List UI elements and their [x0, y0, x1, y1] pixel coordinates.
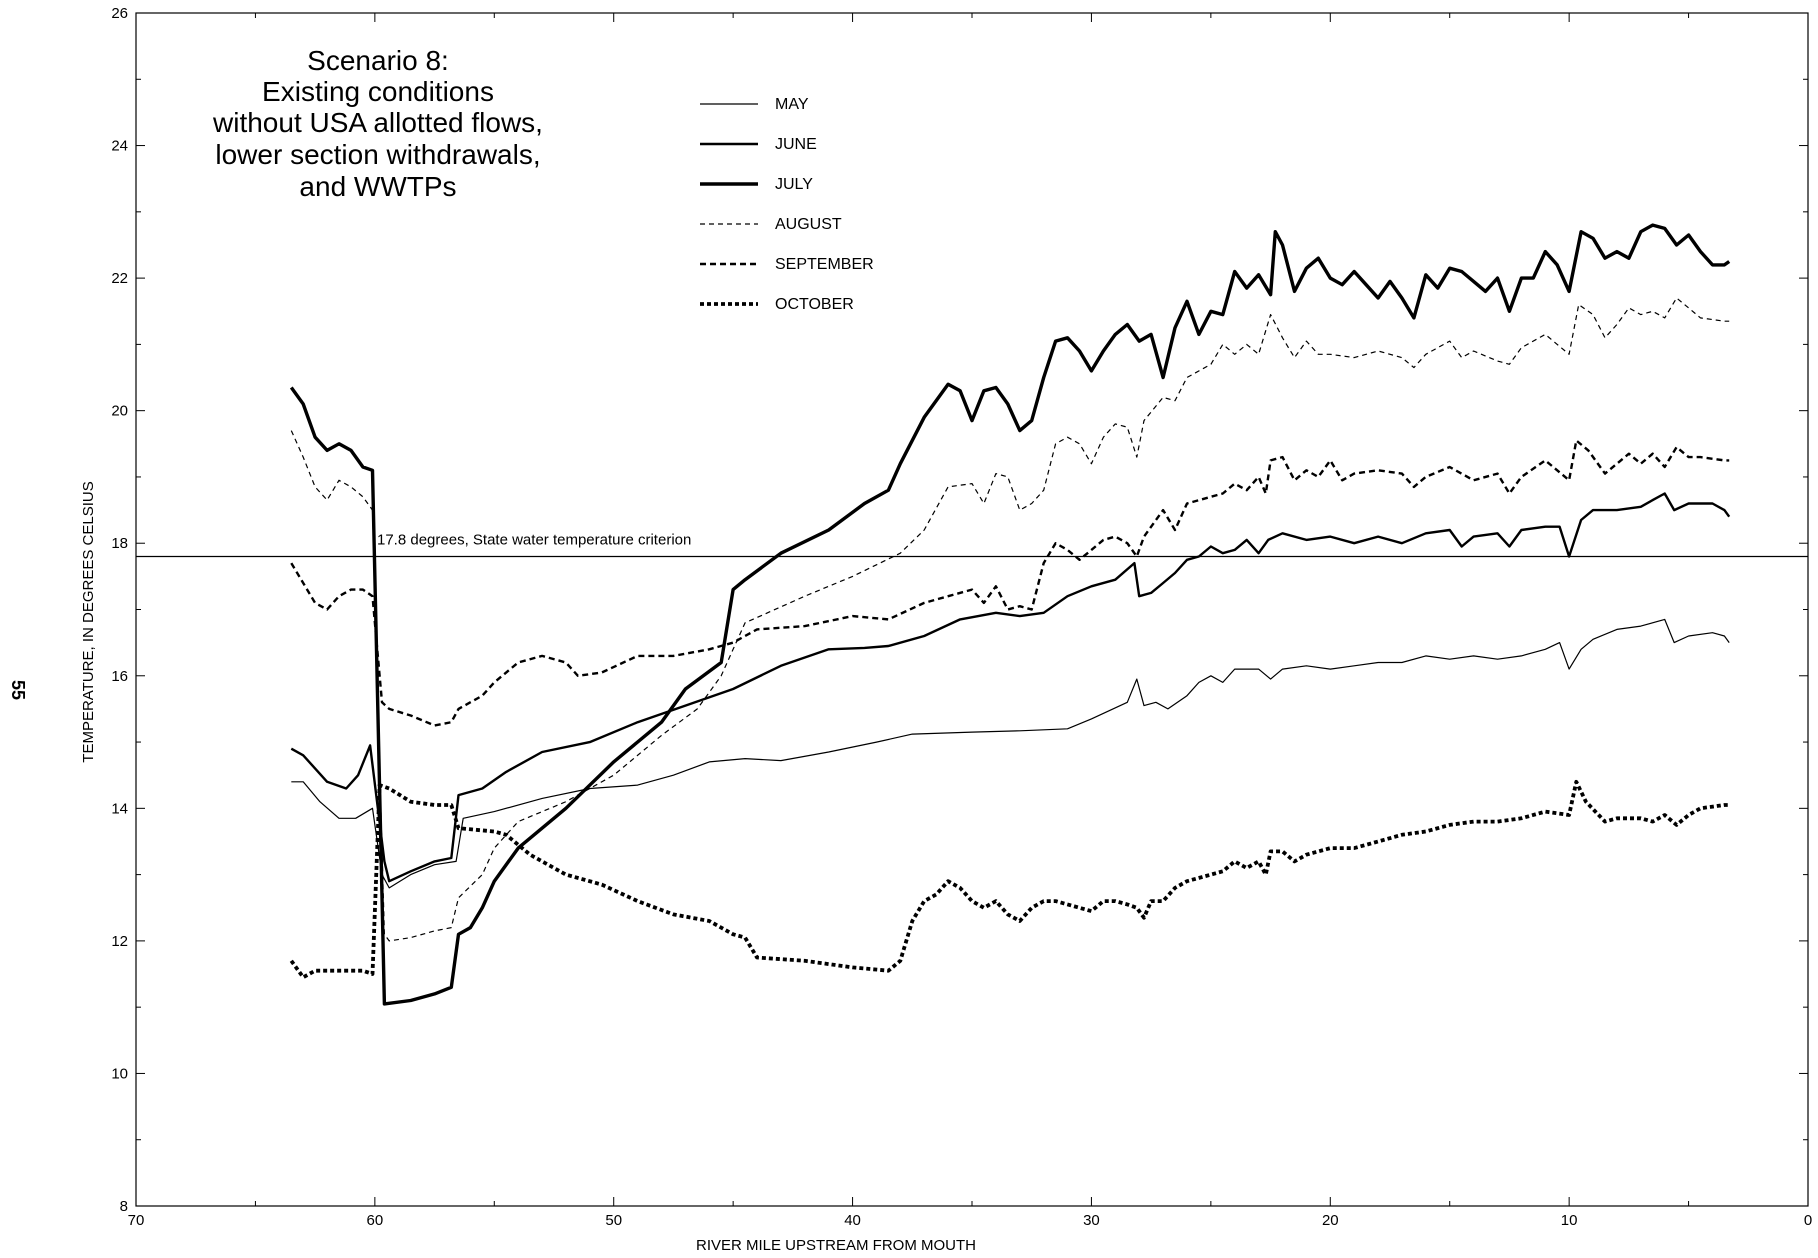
- legend-label-august: AUGUST: [775, 216, 842, 233]
- series-lines: [289, 223, 1731, 1006]
- criterion-reference: 17.8 degrees, State water temperature cr…: [136, 531, 1808, 558]
- x-tick-label: 0: [1804, 1212, 1812, 1229]
- legend-label-june: JUNE: [775, 136, 817, 153]
- x-tick-label: 60: [367, 1212, 384, 1229]
- criterion-reference-label: 17.8 degrees, State water temperature cr…: [377, 531, 691, 548]
- legend-label-may: MAY: [775, 96, 809, 113]
- title-line-5: and WWTPs: [299, 171, 456, 202]
- page-number: 55: [8, 680, 28, 700]
- x-tick-label: 40: [844, 1212, 861, 1229]
- title-line-1: Scenario 8:: [307, 45, 449, 76]
- title-line-4: lower section withdrawals,: [215, 139, 540, 170]
- y-tick-label: 14: [111, 800, 128, 817]
- legend-label-october: OCTOBER: [775, 296, 854, 313]
- x-tick-label: 50: [605, 1212, 622, 1229]
- title-line-3: without USA allotted flows,: [212, 107, 543, 138]
- series-line-august: [290, 297, 1730, 942]
- x-tick-label: 70: [128, 1212, 145, 1229]
- legend: MAY JUNE JULY AUGUST SEPTEMBER OCTOBER: [700, 96, 874, 313]
- legend-label-september: SEPTEMBER: [775, 256, 874, 273]
- x-tick-label: 10: [1561, 1212, 1578, 1229]
- x-axis-title: RIVER MILE UPSTREAM FROM MOUTH: [696, 1237, 976, 1254]
- y-tick-label: 22: [111, 270, 128, 287]
- series-line-june: [290, 492, 1731, 883]
- chart-title: Scenario 8: Existing conditions without …: [212, 45, 543, 202]
- y-axis-title: TEMPERATURE, IN DEGREES CELSIUS: [80, 481, 97, 762]
- y-tick-label: 16: [111, 668, 128, 685]
- x-tick-label: 20: [1322, 1212, 1339, 1229]
- y-tick-label: 18: [111, 535, 128, 552]
- series-line-may: [291, 618, 1730, 889]
- y-tick-label: 26: [111, 5, 128, 22]
- y-tick-label: 24: [111, 138, 128, 155]
- y-tick-label: 12: [111, 933, 128, 950]
- legend-label-july: JULY: [775, 176, 813, 193]
- y-tick-label: 20: [111, 403, 128, 420]
- series-line-september: [290, 439, 1730, 727]
- x-tick-label: 30: [1083, 1212, 1100, 1229]
- y-tick-label: 8: [120, 1198, 128, 1215]
- title-line-2: Existing conditions: [262, 76, 494, 107]
- y-tick-label: 10: [111, 1065, 128, 1082]
- axes: 8 10 12 14 16 18 20 22 24 26 70 60 50 40 30 20 10 0: [111, 5, 1812, 1229]
- series-line-july: [289, 223, 1731, 1006]
- series-line-october: [289, 779, 1730, 980]
